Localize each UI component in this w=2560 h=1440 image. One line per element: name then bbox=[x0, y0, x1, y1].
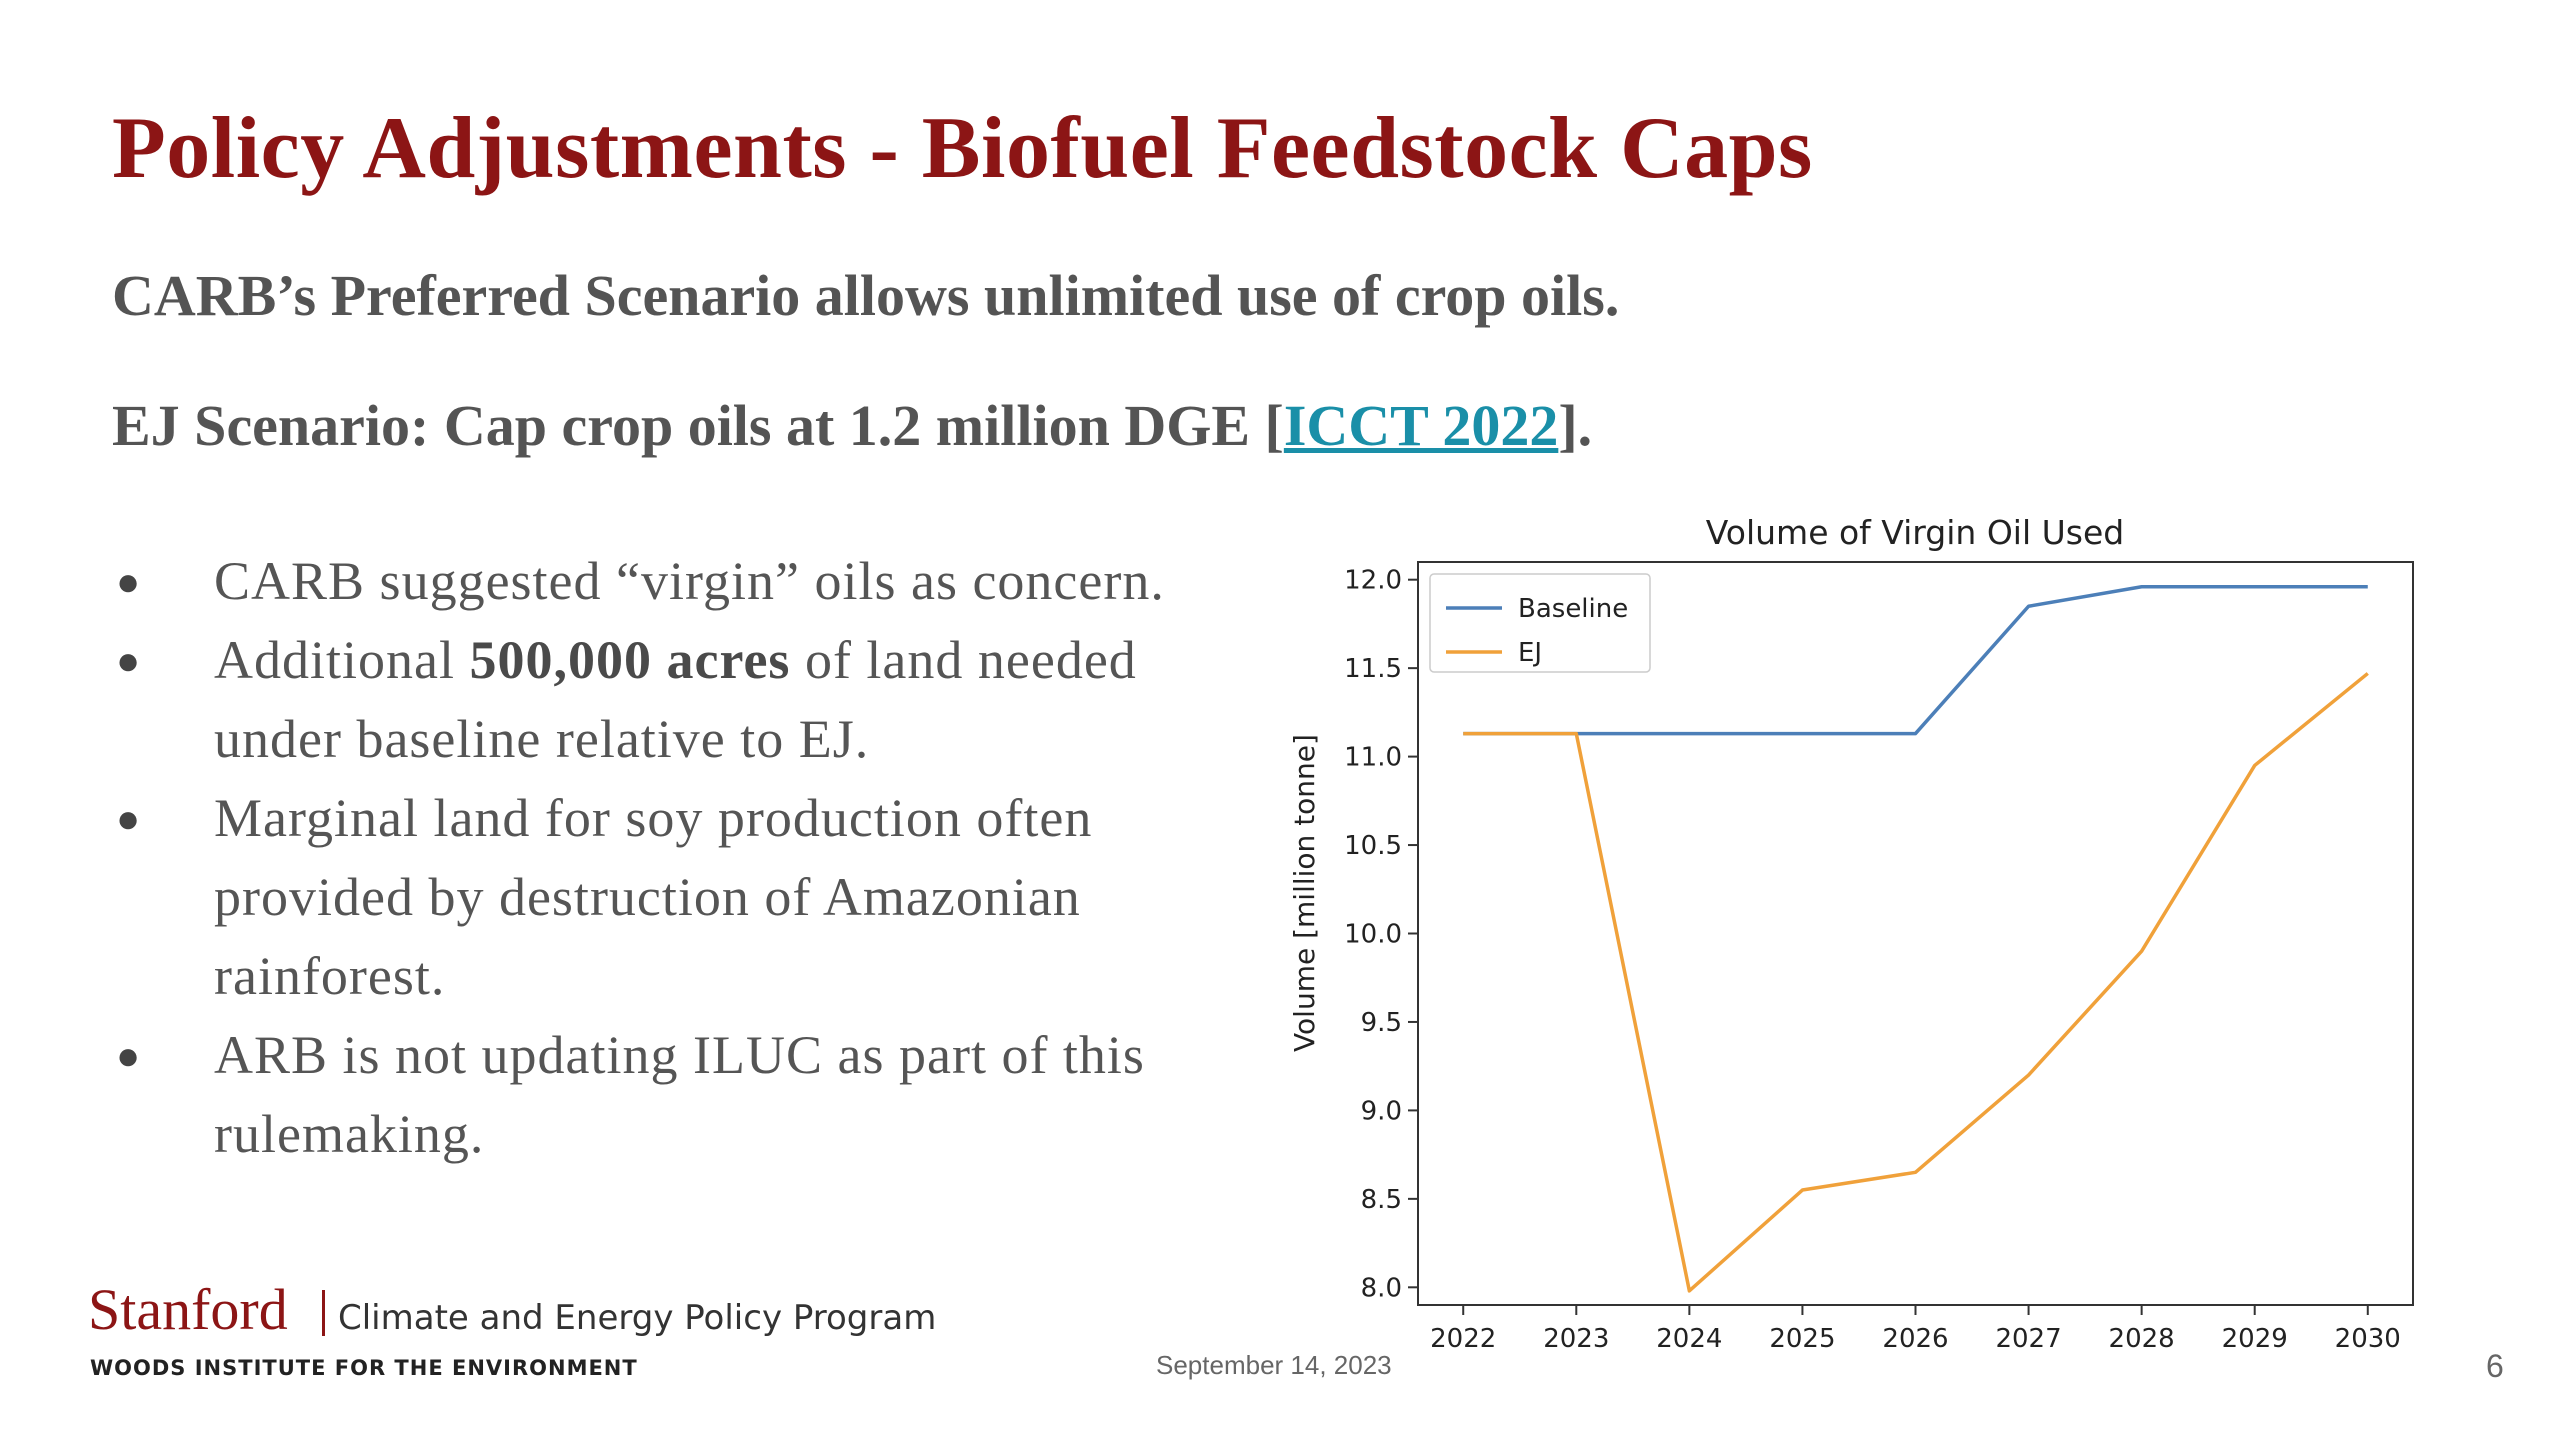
x-axis-ticks: 2022 2023 2024 2025 2026 2027 2028 2029 2030 bbox=[1430, 1305, 2401, 1354]
y-tick-label: 12.0 bbox=[1344, 566, 1402, 596]
bullet-text: Marginal land for soy production often p… bbox=[214, 788, 1093, 1006]
y-tick-label: 11.0 bbox=[1344, 743, 1402, 773]
legend-label-baseline: Baseline bbox=[1518, 594, 1628, 624]
y-tick-label: 8.5 bbox=[1361, 1185, 1402, 1215]
bullet-item: ● CARB suggested “virgin” oils as concern… bbox=[112, 542, 1272, 621]
x-tick-label: 2023 bbox=[1543, 1324, 1609, 1354]
y-tick-label: 9.5 bbox=[1361, 1008, 1402, 1038]
bullet-text: CARB suggested “virgin” oils as concern. bbox=[214, 551, 1165, 611]
bullet-item: ● ARB is not updating ILUC as part of thi… bbox=[112, 1016, 1272, 1174]
bullet-text-highlight: 500,000 acres bbox=[469, 630, 791, 690]
y-tick-label: 10.0 bbox=[1344, 920, 1402, 950]
bullet-list: ● CARB suggested “virgin” oils as concern… bbox=[112, 542, 1272, 1174]
chart-title: Volume of Virgin Oil Used bbox=[1706, 513, 2124, 552]
bullet-item: ● Marginal land for soy production often … bbox=[112, 779, 1272, 1016]
series-line-baseline bbox=[1463, 585, 2368, 736]
virgin-oil-line-chart: Volume of Virgin Oil Used Volume [millio… bbox=[1288, 513, 2414, 1354]
subtitle-ej-suffix: ]. bbox=[1558, 393, 1593, 458]
legend-box bbox=[1429, 573, 1651, 673]
bullet-icon: ● bbox=[116, 1033, 142, 1078]
bullet-text-suffix: of land needed under baseline relative t… bbox=[214, 630, 1137, 769]
subtitle-ej-scenario: EJ Scenario: Cap crop oils at 1.2 millio… bbox=[112, 392, 1592, 459]
x-tick-label: 2028 bbox=[2109, 1324, 2175, 1354]
chart-legend: Baseline EJ bbox=[1429, 573, 1651, 673]
page-number: 6 bbox=[2486, 1348, 2504, 1384]
y-tick-label: 10.5 bbox=[1344, 831, 1402, 861]
x-tick-label: 2026 bbox=[1882, 1324, 1948, 1354]
bullet-icon: ● bbox=[116, 796, 142, 841]
program-name: Climate and Energy Policy Program bbox=[338, 1298, 937, 1338]
stanford-logo: Stanford bbox=[88, 1277, 288, 1342]
bullet-icon: ● bbox=[116, 559, 142, 604]
subtitle-ej-prefix: EJ Scenario: Cap crop oils at 1.2 millio… bbox=[112, 393, 1284, 458]
bullet-icon: ● bbox=[116, 638, 142, 683]
bullet-text: ARB is not updating ILUC as part of this… bbox=[214, 1025, 1145, 1164]
plot-frame bbox=[1417, 561, 2414, 1306]
series-line-ej bbox=[1463, 672, 2369, 1293]
chart-series bbox=[1463, 585, 2369, 1293]
logo-divider bbox=[322, 1290, 325, 1336]
icct-2022-link[interactable]: ICCT 2022 bbox=[1283, 393, 1559, 458]
y-tick-label: 8.0 bbox=[1361, 1273, 1402, 1303]
subtitle-preferred-scenario: CARB’s Preferred Scenario allows unlimit… bbox=[112, 263, 1620, 328]
x-tick-label: 2030 bbox=[2335, 1324, 2401, 1354]
woods-institute-label: WOODS INSTITUTE FOR THE ENVIRONMENT bbox=[90, 1356, 638, 1380]
bullet-item: ● Additional 500,000 acres of land needed… bbox=[112, 621, 1272, 779]
chart-y-axis-label: Volume [million tonne] bbox=[1288, 734, 1321, 1052]
x-tick-label: 2027 bbox=[1995, 1324, 2061, 1354]
x-tick-label: 2029 bbox=[2222, 1324, 2288, 1354]
y-tick-label: 11.5 bbox=[1344, 654, 1402, 684]
x-tick-label: 2024 bbox=[1656, 1324, 1722, 1354]
bullet-text-prefix: Additional bbox=[214, 630, 470, 690]
legend-label-ej: EJ bbox=[1518, 638, 1542, 668]
x-tick-label: 2022 bbox=[1430, 1324, 1496, 1354]
slide-title: Policy Adjustments - Biofuel Feedstock C… bbox=[112, 100, 1813, 197]
y-axis-ticks: 8.0 8.5 9.0 9.5 10.0 10.5 11.0 11.5 12.0 bbox=[1344, 566, 1418, 1303]
y-tick-label: 9.0 bbox=[1361, 1096, 1402, 1126]
x-tick-label: 2025 bbox=[1769, 1324, 1835, 1354]
slide-date: September 14, 2023 bbox=[1156, 1350, 1392, 1380]
